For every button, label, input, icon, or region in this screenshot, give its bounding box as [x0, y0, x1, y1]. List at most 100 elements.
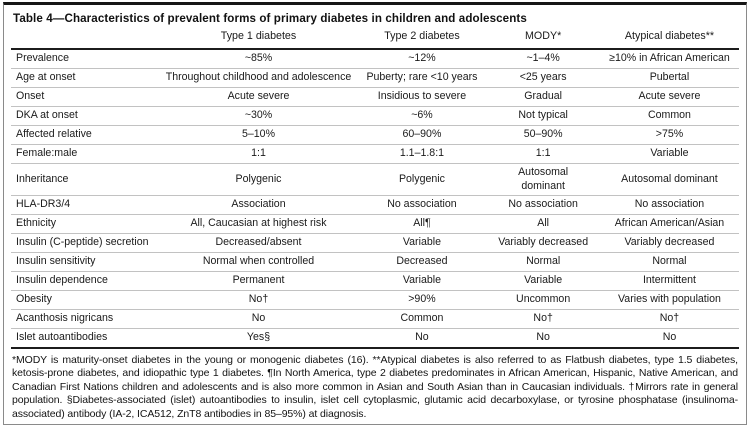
table-4-card: Table 4—Characteristics of prevalent for… — [3, 2, 747, 425]
cell: 1:1 — [159, 144, 358, 164]
table-row: HLA-DR3/4 Association No association No ass… — [11, 195, 739, 215]
cell: 5–10% — [159, 125, 358, 145]
cell: 1.1–1.8:1 — [357, 144, 487, 164]
cell: ~85% — [159, 49, 358, 69]
table-body: Prevalence ~85% ~12% ~1–4% ≥10% in African A… — [11, 49, 739, 349]
cell: Variable — [357, 271, 487, 291]
table-row: Insulin sensitivity Normal when controlle… — [11, 252, 739, 272]
cell: No — [599, 328, 739, 349]
table-footnote: *MODY is maturity-onset diabetes in the … — [12, 354, 738, 420]
cell: Not typical — [486, 106, 600, 126]
cell: No† — [486, 309, 600, 329]
row-label: Insulin dependence — [11, 271, 160, 291]
row-label: Age at onset — [11, 68, 160, 88]
cell: Variable — [486, 271, 600, 291]
cell: Variable — [599, 144, 739, 164]
cell: Decreased/absent — [159, 233, 358, 253]
cell: No association — [486, 195, 600, 215]
table-row: Acanthosis nigricans No Common No† No† — [11, 309, 739, 329]
cell: No — [357, 328, 487, 349]
column-header-blank — [11, 28, 160, 50]
cell: ~12% — [357, 49, 487, 69]
row-label: Obesity — [11, 290, 160, 310]
cell: Normal when controlled — [159, 252, 358, 272]
column-header-type1-diabetes: Type 1 diabetes — [159, 28, 358, 50]
cell: No† — [599, 309, 739, 329]
cell: Decreased — [357, 252, 487, 272]
table-row: DKA at onset ~30% ~6% Not typical Common — [11, 106, 739, 126]
cell: Polygenic — [159, 163, 358, 196]
table-row: Female:male 1:1 1.1–1.8:1 1:1 Variable — [11, 144, 739, 164]
table-row: Prevalence ~85% ~12% ~1–4% ≥10% in African A… — [11, 49, 739, 69]
row-label: Ethnicity — [11, 214, 160, 234]
cell: ≥10% in African American — [599, 49, 739, 69]
cell: 1:1 — [486, 144, 600, 164]
cell: Insidious to severe — [357, 87, 487, 107]
row-label: Insulin (C-peptide) secretion — [11, 233, 160, 253]
table-row: Ethnicity All, Caucasian at highest risk A… — [11, 214, 739, 234]
row-label: Onset — [11, 87, 160, 107]
cell: Gradual — [486, 87, 600, 107]
cell: Normal — [486, 252, 600, 272]
cell: All¶ — [357, 214, 487, 234]
row-label: DKA at onset — [11, 106, 160, 126]
cell: Intermittent — [599, 271, 739, 291]
cell: Polygenic — [357, 163, 487, 196]
cell: ~30% — [159, 106, 358, 126]
row-label: Prevalence — [11, 49, 160, 69]
cell: Acute severe — [159, 87, 358, 107]
cell: Autosomal dominant — [486, 163, 600, 196]
cell: Permanent — [159, 271, 358, 291]
cell: Variably decreased — [486, 233, 600, 253]
row-label: HLA-DR3/4 — [11, 195, 160, 215]
cell: All — [486, 214, 600, 234]
cell: Association — [159, 195, 358, 215]
cell: ~1–4% — [486, 49, 600, 69]
cell: No — [486, 328, 600, 349]
cell: Uncommon — [486, 290, 600, 310]
table-row: Inheritance Polygenic Polygenic Autosomal d… — [11, 163, 739, 196]
cell: >90% — [357, 290, 487, 310]
table-row: Obesity No† >90% Uncommon Varies with popula… — [11, 290, 739, 310]
table-row: Insulin dependence Permanent Variable Varia… — [11, 271, 739, 291]
column-header-type2-diabetes: Type 2 diabetes — [357, 28, 487, 50]
diabetes-characteristics-table: Type 1 diabetes Type 2 diabetes MODY* At… — [11, 28, 739, 349]
table-row: Age at onset Throughout childhood and ado… — [11, 68, 739, 88]
cell: ~6% — [357, 106, 487, 126]
cell: African American/Asian — [599, 214, 739, 234]
cell: No — [159, 309, 358, 329]
cell: Pubertal — [599, 68, 739, 88]
cell: Puberty; rare <10 years — [357, 68, 487, 88]
cell: Common — [599, 106, 739, 126]
cell: Common — [357, 309, 487, 329]
table-title: Table 4—Characteristics of prevalent for… — [13, 12, 527, 25]
cell: Throughout childhood and adolescence — [159, 68, 358, 88]
cell: No† — [159, 290, 358, 310]
cell: Variable — [357, 233, 487, 253]
column-header-mody: MODY* — [486, 28, 600, 50]
cell: No association — [357, 195, 487, 215]
table-row: Onset Acute severe Insidious to severe Grad… — [11, 87, 739, 107]
cell: Variably decreased — [599, 233, 739, 253]
row-label: Islet autoantibodies — [11, 328, 160, 349]
cell: No association — [599, 195, 739, 215]
row-label: Insulin sensitivity — [11, 252, 160, 272]
cell: All, Caucasian at highest risk — [159, 214, 358, 234]
table-row: Affected relative 5–10% 60–90% 50–90% >75% — [11, 125, 739, 145]
row-label: Affected relative — [11, 125, 160, 145]
cell: Acute severe — [599, 87, 739, 107]
cell: Yes§ — [159, 328, 358, 349]
table-row: Islet autoantibodies Yes§ No No No — [11, 328, 739, 349]
cell: >75% — [599, 125, 739, 145]
cell: Normal — [599, 252, 739, 272]
table-row: Insulin (C-peptide) secretion Decreased/a… — [11, 233, 739, 253]
header-row: Type 1 diabetes Type 2 diabetes MODY* At… — [11, 28, 739, 50]
cell: 60–90% — [357, 125, 487, 145]
row-label: Female:male — [11, 144, 160, 164]
cell: Autosomal dominant — [599, 163, 739, 196]
row-label: Acanthosis nigricans — [11, 309, 160, 329]
cell: Varies with population — [599, 290, 739, 310]
column-header-atypical-diabetes: Atypical diabetes** — [599, 28, 739, 50]
row-label: Inheritance — [11, 163, 160, 196]
cell: 50–90% — [486, 125, 600, 145]
